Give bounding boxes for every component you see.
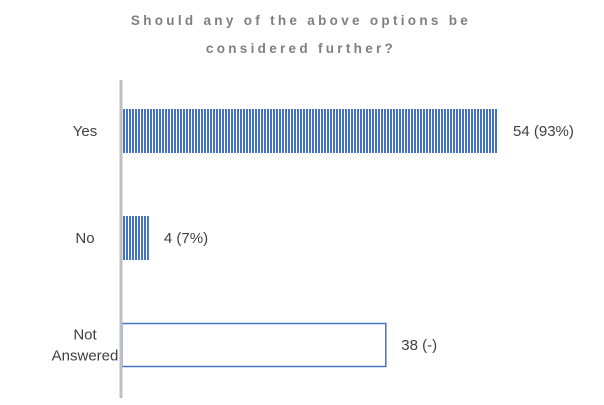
bar <box>122 216 149 260</box>
chart-title: Should any of the above options be consid… <box>131 13 471 56</box>
category-label: Not <box>73 327 97 344</box>
category-label: Answered <box>52 348 119 365</box>
bars-group <box>121 109 498 368</box>
category-label: No <box>75 230 94 247</box>
chart-title-line: considered further? <box>206 41 396 56</box>
data-label: 54 (93%) <box>513 123 574 140</box>
category-labels: Yes No Not Answered <box>52 123 119 365</box>
data-labels: 54 (93%) 4 (7%) 38 (-) <box>164 123 574 354</box>
bar <box>122 109 498 153</box>
data-label: 4 (7%) <box>164 230 208 247</box>
chart-title-line: Should any of the above options be <box>131 13 471 28</box>
bar <box>121 322 387 368</box>
data-label: 38 (-) <box>401 337 437 354</box>
category-label: Yes <box>73 123 97 140</box>
